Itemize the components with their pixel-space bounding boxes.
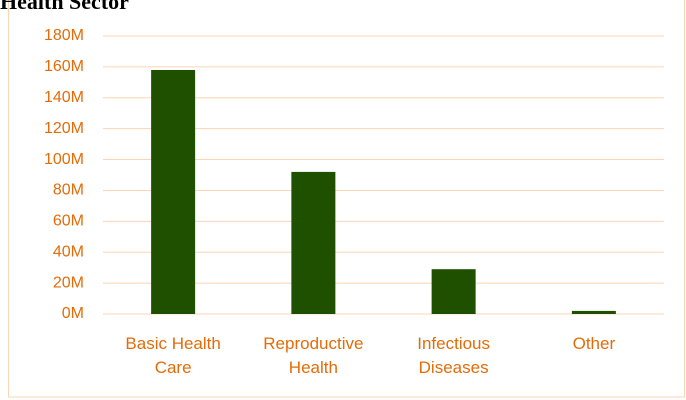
x-tick-label: Reproductive Health bbox=[263, 334, 364, 377]
y-tick-label: 100M bbox=[44, 151, 84, 168]
x-tick-label: Infectious Diseases bbox=[417, 334, 490, 377]
y-tick-label: 20M bbox=[53, 274, 84, 291]
y-tick-label: 160M bbox=[44, 58, 84, 75]
bar bbox=[571, 310, 616, 314]
x-tick-label: Basic Health Care bbox=[125, 334, 221, 377]
chart-border bbox=[8, 0, 685, 398]
bar bbox=[291, 171, 336, 314]
y-tick-label: 0M bbox=[62, 305, 84, 322]
y-tick-label: 140M bbox=[44, 89, 84, 106]
y-tick-label: 180M bbox=[44, 27, 84, 44]
bar bbox=[151, 69, 196, 314]
bar bbox=[431, 269, 476, 314]
y-tick-label: 60M bbox=[53, 213, 84, 230]
y-tick-label: 80M bbox=[53, 182, 84, 199]
y-tick-label: 40M bbox=[53, 243, 84, 260]
y-tick-label: 120M bbox=[44, 120, 84, 137]
chart-title: Health Sector bbox=[0, 0, 129, 14]
x-tick-label: Other bbox=[572, 334, 616, 353]
